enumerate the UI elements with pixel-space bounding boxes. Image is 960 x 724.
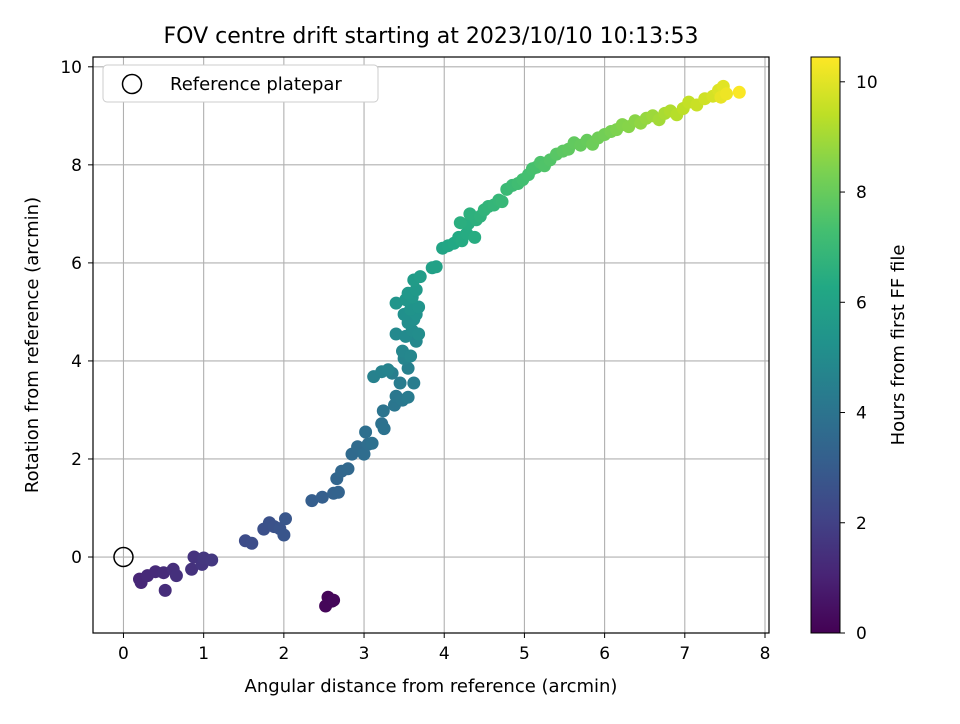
x-tick-label: 4 [439,644,450,664]
scatter-point [412,300,426,314]
colorbar-gradient [810,56,841,634]
scatter-point [357,447,371,461]
x-tick-label: 7 [679,644,690,664]
colorbar-label: Hours from first FF file [888,245,909,446]
colorbar-tick-label: 10 [856,73,878,93]
scatter-point [341,462,355,476]
x-tick-label: 0 [118,644,129,664]
legend-reference-marker [121,73,143,95]
scatter-point [315,490,329,504]
scatter-point [331,485,345,499]
plot-frame [92,56,770,634]
scatter-point [409,283,423,297]
scatter-point [376,404,390,418]
legend-box [102,64,379,103]
scatter-point [377,422,391,436]
grid [93,57,769,633]
scatter-point [413,270,427,284]
legend: Reference platepar [102,64,379,103]
scatter-point [381,363,395,377]
x-axis-label: Angular distance from reference (arcmin) [245,676,618,697]
y-tick-label: 2 [71,450,82,470]
reference-marker [113,546,134,568]
x-tick-label: 2 [278,644,289,664]
colorbar-tick-label: 8 [856,183,867,203]
scatter-point [393,376,407,390]
y-tick-label: 0 [71,548,82,568]
legend-label: Reference platepar [170,74,342,95]
x-tick-label: 6 [599,644,610,664]
scatter-point [401,390,415,404]
scatter-point [463,207,477,221]
scatter-point [468,230,482,244]
x-tick-label: 5 [519,644,530,664]
y-tick-label: 8 [71,156,82,176]
scatter-point [365,436,379,450]
x-axis-ticks: 0 1 2 3 4 5 6 7 8 [118,633,770,664]
scatter-point [359,425,373,439]
scatter-point [401,361,415,375]
scatter-point [205,553,219,567]
scatter-point [305,494,319,508]
colorbar-ticks: 0 2 4 6 8 10 [840,73,878,644]
reference-marker-layer [113,546,134,568]
x-tick-label: 3 [359,644,370,664]
scatter-point [169,569,183,583]
scatter-point [412,327,426,341]
y-tick-label: 4 [71,352,82,372]
colorbar: 0 2 4 6 8 10 Hours from first FF file [810,56,909,644]
y-axis-ticks: 0 2 4 6 8 10 [60,58,93,568]
scatter-point [185,562,199,576]
scatter-point [404,349,418,363]
x-tick-label: 1 [198,644,209,664]
colorbar-tick-label: 6 [856,293,867,313]
scatter-point [158,583,172,597]
y-tick-label: 6 [71,254,82,274]
y-axis-label: Rotation from reference (arcmin) [22,197,43,493]
scatter-point [732,85,746,99]
colorbar-tick-label: 2 [856,514,867,534]
colorbar-tick-label: 4 [856,404,867,424]
x-tick-label: 8 [760,644,771,664]
scatter-point [453,216,467,230]
scatter-point [279,512,292,526]
scatter-point [245,536,259,550]
scatter-point [327,593,341,607]
colorbar-tick-label: 0 [856,624,867,644]
scatter-point [720,87,733,101]
scatter-point [407,376,421,390]
y-tick-label: 10 [60,58,82,78]
chart-title: FOV centre drift starting at 2023/10/10 … [164,24,699,49]
data-points [133,79,746,613]
scatter-point [495,195,509,209]
scatter-point [429,260,443,274]
scatter-point [277,528,291,542]
